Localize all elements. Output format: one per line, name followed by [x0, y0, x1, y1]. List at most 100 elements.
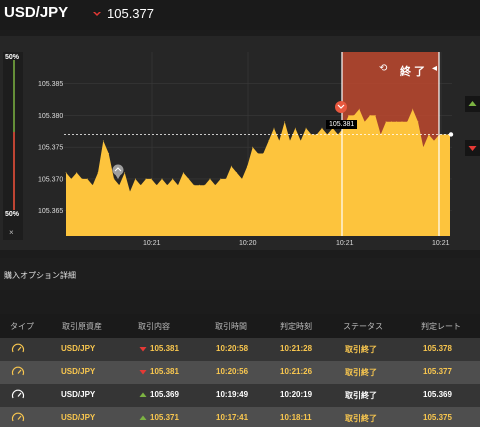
data-point: [166, 184, 168, 186]
close-icon[interactable]: ×: [9, 228, 14, 237]
data-point: [241, 178, 243, 180]
table-header: タイプ 取引原資産 取引内容 取引時間 判定時刻 ステータス 判定レート: [0, 314, 480, 338]
table-cell: 105.369: [423, 390, 452, 399]
column-header: 判定レート: [421, 322, 461, 331]
data-point: [422, 146, 424, 148]
up-arrow-icon: [139, 392, 147, 397]
data-point: [236, 172, 238, 174]
data-point: [326, 134, 328, 135]
high-button[interactable]: [465, 96, 480, 112]
column-header: ステータス: [343, 322, 383, 331]
data-point: [113, 178, 115, 180]
data-point: [385, 121, 387, 123]
current-price: 105.377: [107, 6, 154, 21]
table-cell: 取引終了: [345, 345, 377, 354]
data-point: [353, 115, 355, 116]
down-marker-icon: [335, 101, 347, 113]
data-point: [177, 184, 179, 186]
data-point: [65, 172, 67, 174]
data-point: [289, 140, 291, 142]
data-point: [108, 153, 110, 154]
y-tick-label: 105.385: [38, 81, 63, 88]
data-point: [145, 178, 147, 180]
data-point: [150, 178, 152, 180]
section-title: 購入オプション詳細: [4, 271, 76, 280]
table-cell: USD/JPY: [61, 344, 96, 353]
table-cell: USD/JPY: [61, 367, 96, 376]
data-point: [209, 178, 211, 180]
column-header: 判定時刻: [280, 322, 312, 331]
data-point: [225, 178, 227, 180]
table-row[interactable]: USD/JPY 105.371 10:17:41 10:18:11 取引終了 105.37…: [0, 407, 480, 427]
table-cell: 10:21:26: [280, 367, 313, 376]
up-arrow-icon: [468, 101, 477, 106]
gauge-icon: [11, 389, 25, 399]
arrow-icon: ◂: [432, 63, 438, 74]
header-bar: USD/JPY 105.377: [0, 0, 480, 30]
down-arrow-icon: [468, 146, 477, 151]
data-point: [406, 121, 408, 123]
data-point: [390, 121, 392, 123]
table-cell: 10:17:41: [216, 413, 249, 422]
table-cell: 10:18:11: [280, 413, 312, 422]
table-cell: USD/JPY: [61, 413, 96, 422]
table-body: USD/JPY 105.381 10:20:58 10:21:28 取引終了 105.37…: [0, 338, 480, 427]
table-cell: 10:20:58: [216, 344, 249, 353]
table-cell: 105.378: [423, 344, 452, 353]
entry-pin-icon: [112, 164, 124, 179]
section-header: [0, 258, 480, 290]
table-cell: USD/JPY: [61, 390, 96, 399]
table-cell: 105.375: [423, 413, 452, 422]
data-point: [70, 178, 72, 180]
table-row[interactable]: USD/JPY 105.381 10:20:56 10:21:26 取引終了 105.37…: [0, 361, 480, 384]
end-label: 終 了: [400, 66, 426, 78]
data-point: [257, 153, 259, 154]
table-cell: 105.371: [150, 413, 179, 422]
data-point: [268, 140, 270, 142]
table-cell: 10:20:56: [216, 367, 249, 376]
data-point: [134, 178, 136, 180]
data-point: [252, 146, 254, 148]
data-point: [284, 121, 286, 123]
data-point: [161, 178, 163, 180]
down-arrow-icon: [139, 370, 147, 375]
data-point: [358, 108, 360, 110]
down-arrow-icon: [139, 347, 147, 352]
table-cell: 105.377: [423, 367, 452, 376]
x-tick-label: 10:20: [239, 240, 257, 247]
low-button[interactable]: [465, 140, 480, 156]
data-point: [204, 184, 206, 186]
data-point: [140, 184, 142, 186]
data-point: [86, 178, 88, 180]
data-point: [102, 140, 104, 142]
data-point: [294, 127, 296, 129]
price-area: [66, 109, 450, 236]
y-tick-label: 105.365: [38, 208, 63, 215]
data-point: [246, 165, 248, 167]
gauge-icon: [11, 412, 25, 422]
data-point: [92, 184, 94, 186]
gauge-icon: [11, 343, 25, 353]
current-price-dot: [448, 132, 454, 137]
currency-pair-title: USD/JPY: [4, 4, 69, 21]
column-header: 取引内容: [138, 322, 170, 331]
table-cell: 10:20:19: [280, 390, 313, 399]
table-row[interactable]: USD/JPY 105.369 10:19:49 10:20:19 取引終了 105.36…: [0, 384, 480, 407]
y-tick-label: 105.370: [38, 176, 63, 183]
data-point: [374, 115, 376, 116]
y-axis-ticks: 105.385 105.380 105.375 105.370 105.365: [38, 81, 63, 215]
x-axis-ticks: 10:21 10:20 10:21 10:21: [143, 240, 450, 247]
table-cell: 10:19:49: [216, 390, 249, 399]
x-tick-label: 10:21: [336, 240, 354, 247]
y-tick-label: 105.375: [38, 145, 63, 152]
y-tick-label: 105.380: [38, 113, 63, 120]
data-point: [412, 108, 414, 110]
trade-table: タイプ 取引原資産 取引内容 取引時間 判定時刻 ステータス 判定レート USD…: [0, 314, 480, 427]
table-cell: 取引終了: [345, 368, 377, 377]
table-row[interactable]: USD/JPY 105.381 10:20:58 10:21:28 取引終了 105.37…: [0, 338, 480, 361]
up-arrow-icon: [139, 415, 147, 420]
column-header: 取引原資産: [62, 322, 102, 331]
table-cell: 10:21:28: [280, 344, 313, 353]
data-point: [396, 121, 398, 123]
